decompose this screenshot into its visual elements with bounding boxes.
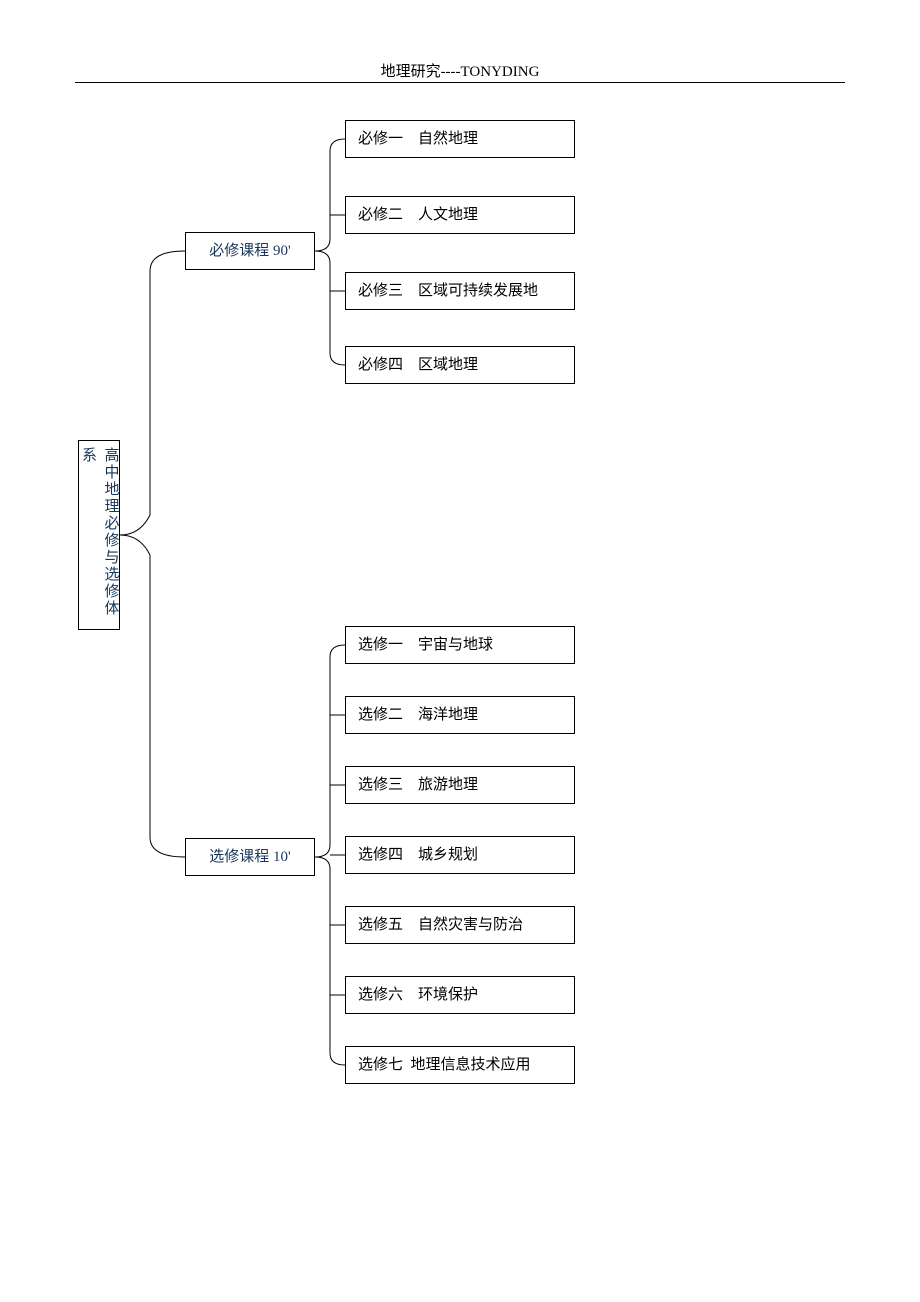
leaf-ele-1: 选修一 宇宙与地球 [345,626,575,664]
leaf-ele-7: 选修七 地理信息技术应用 [345,1046,575,1084]
header-rule [75,82,845,83]
leaf-ele-4: 选修四 城乡规划 [345,836,575,874]
mid-required: 必修课程 90' [185,232,315,270]
mid-elective: 选修课程 10' [185,838,315,876]
leaf-req-1: 必修一 自然地理 [345,120,575,158]
page-header: 地理研究----TONYDING [0,60,920,81]
leaf-req-2: 必修二 人文地理 [345,196,575,234]
leaf-req-4: 必修四 区域地理 [345,346,575,384]
leaf-ele-6: 选修六 环境保护 [345,976,575,1014]
leaf-req-3: 必修三 区域可持续发展地 [345,272,575,310]
root-node: 高中地理必修与选修体系 [78,440,120,630]
leaf-ele-2: 选修二 海洋地理 [345,696,575,734]
leaf-ele-3: 选修三 旅游地理 [345,766,575,804]
leaf-ele-5: 选修五 自然灾害与防治 [345,906,575,944]
